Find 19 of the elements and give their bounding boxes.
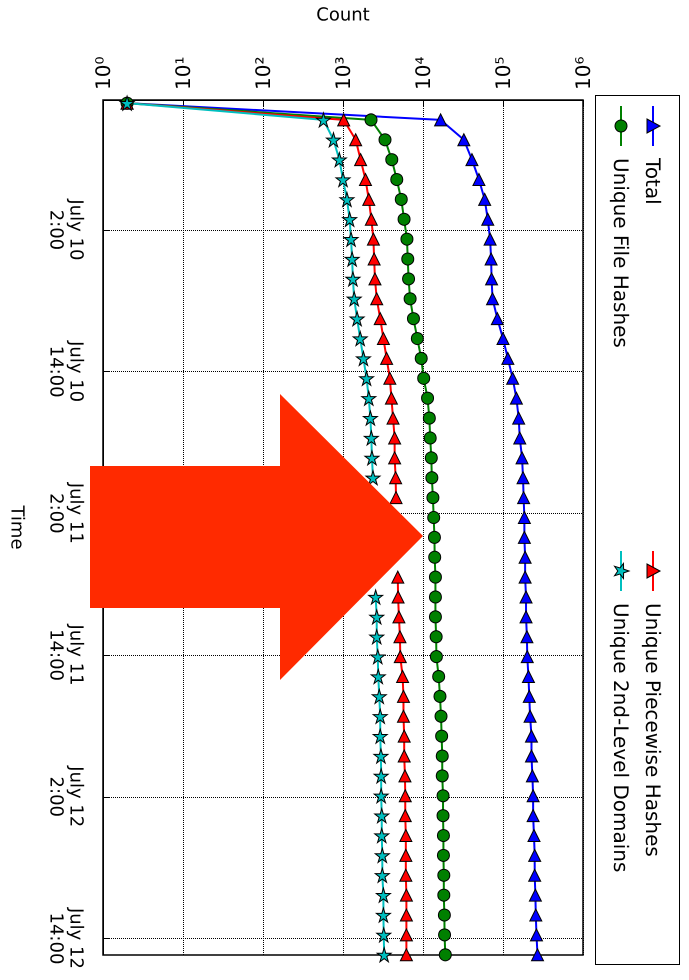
y-tick-label: July 10 14:00 — [46, 340, 86, 402]
x-tick-label: 10¹ — [171, 56, 195, 90]
x-axis-title: Count — [316, 4, 370, 26]
x-tick-label: 10³ — [331, 56, 355, 90]
y-tick-label: July 11 2:00 — [46, 482, 86, 544]
legend-label: Total — [641, 158, 665, 205]
legend-label: Unique 2nd-Level Domains — [609, 603, 633, 872]
y-tick-label: July 12 2:00 — [46, 765, 86, 828]
x-tick-label: 10² — [251, 56, 275, 90]
y-tick-label: July 12 14:00 — [46, 906, 86, 969]
y-axis-title: Time — [6, 504, 28, 550]
y-tick-label: July 11 14:00 — [46, 624, 86, 686]
y-tick-label: July 10 2:00 — [46, 198, 86, 260]
x-tick-label: 10⁰ — [91, 56, 115, 90]
legend-label: Unique Piecewise Hashes — [641, 603, 665, 857]
x-tick-label: 10⁶ — [571, 56, 595, 90]
legend-label: Unique File Hashes — [609, 158, 633, 348]
x-tick-label: 10⁴ — [411, 56, 435, 90]
x-tick-label: 10⁵ — [491, 56, 515, 90]
